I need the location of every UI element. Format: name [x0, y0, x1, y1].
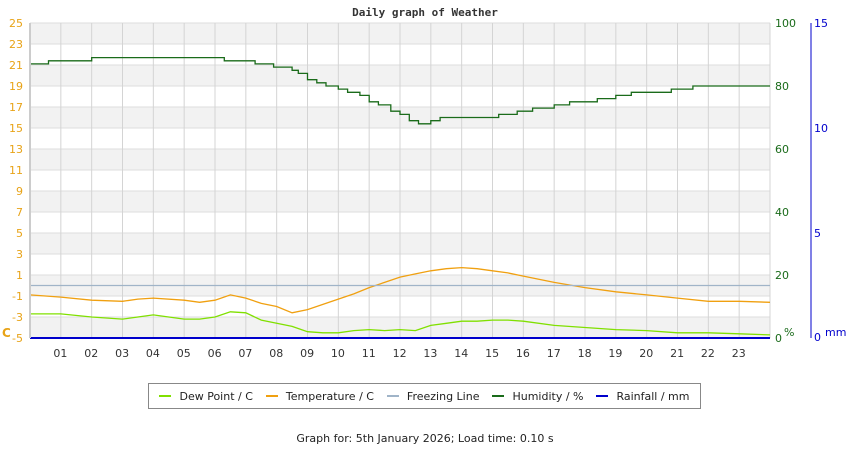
humidity-tick-label: 60 [775, 143, 789, 156]
unit-label-c: C [2, 326, 11, 340]
x-tick-label: 17 [547, 347, 561, 360]
x-tick-label: 18 [578, 347, 592, 360]
dew-point-c-line [30, 311, 771, 336]
unit-label-mm: mm [825, 326, 846, 339]
unit-label-percent: % [784, 326, 794, 339]
x-tick-label: 22 [701, 347, 715, 360]
humidity-tick-label: 100 [775, 17, 796, 30]
legend-label: Freezing Line [406, 389, 480, 403]
left-axis-ticks: 25 23 21 19 17 15 13 11 9 7 5 3 1 -1 -3 -5 [9, 17, 23, 345]
x-tick-label: 20 [639, 347, 653, 360]
rainfall-tick-label: 0 [814, 331, 821, 344]
rainfall-tick-label: 10 [814, 122, 828, 135]
y-tick-label: -3 [12, 311, 23, 324]
x-tick-label: 09 [300, 347, 314, 360]
legend-label: Dew Point / C [179, 389, 253, 403]
legend-swatch-icon [386, 395, 399, 397]
y-tick-label: 5 [16, 227, 23, 240]
legend-swatch-icon [492, 395, 505, 397]
y-tick-label: 17 [9, 101, 23, 114]
legend-item: Humidity / % [492, 390, 583, 403]
x-tick-label: 05 [177, 347, 191, 360]
legend-item: Rainfall / mm [596, 390, 689, 403]
humidity-tick-label: 80 [775, 80, 789, 93]
footer-status: Graph for: 5th January 2026; Load time: … [296, 432, 554, 445]
rainfall-tick-label: 5 [814, 227, 821, 240]
legend-label: Temperature / C [285, 389, 374, 403]
x-tick-label: 04 [146, 347, 160, 360]
y-tick-label: 23 [9, 38, 23, 51]
series-lines [29, 56, 771, 339]
x-tick-label: 15 [485, 347, 499, 360]
humidity-axis-ticks: 100 80 60 40 20 0 [775, 17, 796, 345]
legend-item: Freezing Line [386, 389, 480, 403]
x-tick-label: 06 [208, 347, 222, 360]
rainfall-axis-ticks: 15 10 5 0 [814, 17, 828, 344]
legend-label: Rainfall / mm [616, 389, 690, 403]
x-tick-label: 21 [670, 347, 684, 360]
y-tick-label: 13 [9, 143, 23, 156]
x-tick-label: 11 [362, 347, 376, 360]
y-tick-label: 25 [9, 17, 23, 30]
humidity-tick-label: 40 [775, 206, 789, 219]
y-tick-label: 3 [16, 248, 23, 261]
rainfall-tick-label: 15 [814, 17, 828, 30]
chart-title: Daily graph of Weather [352, 6, 498, 19]
legend-label: Humidity / % [512, 389, 584, 403]
x-tick-label: 14 [454, 347, 468, 360]
x-tick-label: 03 [115, 347, 129, 360]
y-tick-label: 21 [9, 59, 23, 72]
x-tick-label: 10 [331, 347, 345, 360]
y-tick-label: 15 [9, 122, 23, 135]
y-tick-label: -5 [12, 332, 23, 345]
humidity-line [30, 56, 770, 125]
x-tick-label: 13 [423, 347, 437, 360]
legend-swatch-icon [265, 395, 278, 397]
x-tick-label: 12 [393, 347, 407, 360]
y-tick-label: 19 [9, 80, 23, 93]
y-tick-label: 9 [16, 185, 23, 198]
legend-item: Temperature / C [265, 389, 374, 403]
y-tick-label: 1 [16, 269, 23, 282]
x-tick-label: 07 [238, 347, 252, 360]
x-tick-label: 02 [84, 347, 98, 360]
temperature-c-line [29, 266, 771, 314]
legend-swatch-icon [596, 395, 609, 397]
legend-swatch-icon [159, 395, 172, 397]
x-axis-ticks: 01 02 03 04 05 06 07 08 09 10 11 12 13 14 15 16 17 18 19 20… [53, 347, 745, 360]
y-tick-label: 7 [16, 206, 23, 219]
humidity-tick-label: 0 [775, 332, 782, 345]
humidity-tick-label: 20 [775, 269, 789, 282]
chart-legend: Dew Point / C Temperature / C Freezing Lin… [148, 383, 701, 409]
x-tick-label: 16 [516, 347, 530, 360]
legend-item: Dew Point / C [159, 389, 253, 403]
x-tick-label: 01 [53, 347, 67, 360]
y-tick-label: -1 [12, 290, 23, 303]
x-tick-label: 23 [732, 347, 746, 360]
y-tick-label: 11 [9, 164, 23, 177]
x-tick-label: 08 [269, 347, 283, 360]
x-tick-label: 19 [608, 347, 622, 360]
